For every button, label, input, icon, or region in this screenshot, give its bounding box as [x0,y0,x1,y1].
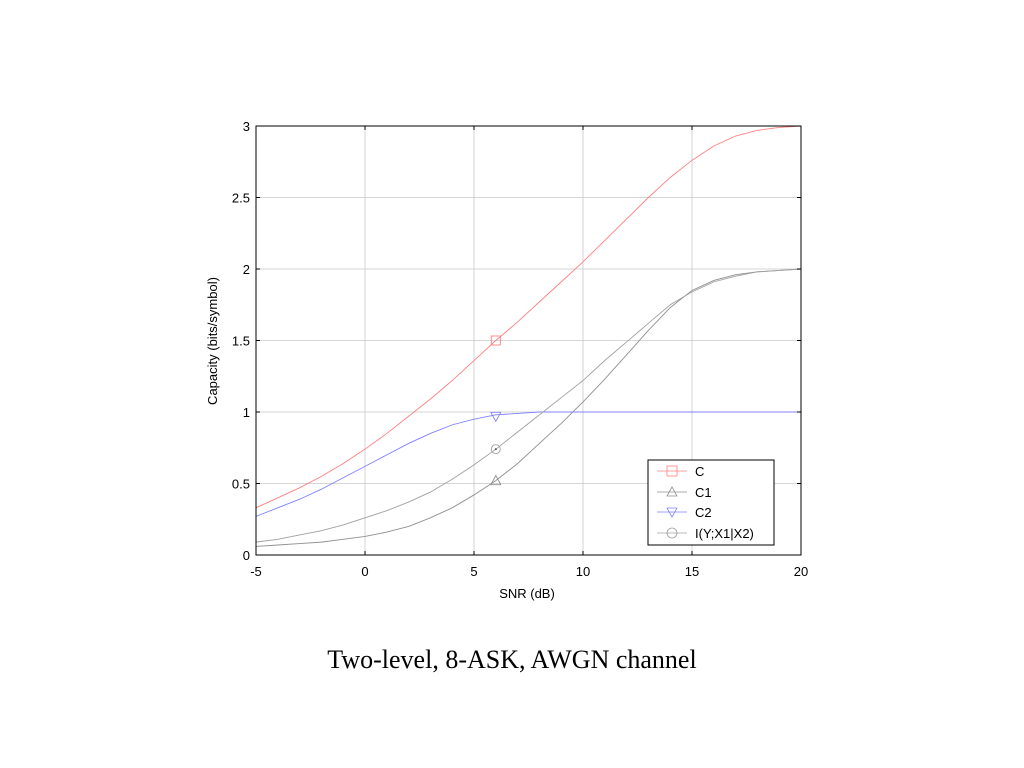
y-tick-label: 1.5 [232,334,250,349]
marker-c2 [490,411,502,423]
legend-marker-circle [666,527,678,539]
series-line-c [255,125,802,509]
marker-center-i-y-x1-x2 [494,448,497,451]
plot-frame [255,125,802,556]
x-tick-label: -5 [250,564,262,579]
legend-marker-triangle-up [666,486,678,497]
legend-entry-c1: C1 [657,485,712,500]
series-line-c2 [255,411,801,517]
series-lines [255,125,802,547]
legend-label-i-y-x1-x2: I(Y;X1|X2) [695,526,754,541]
legend-marker-triangle-down [666,507,678,518]
x-axis-label: SNR (dB) [499,586,555,601]
legend-marker-square [666,465,678,477]
y-tick-label: 3 [243,119,250,134]
legend-label-c2: C2 [695,505,712,520]
legend-entry-i-y-x1-x2: I(Y;X1|X2) [657,526,754,541]
y-tick-label: 0.5 [232,477,250,492]
slide-caption: Two-level, 8-ASK, AWGN channel [327,645,697,674]
x-tick-label: 0 [361,564,368,579]
legend: C C1 C2 I(Y;X1|X2) [647,459,775,546]
marker-c [490,335,501,346]
legend-entry-c2: C2 [657,505,712,520]
y-tick-label: 0 [243,548,250,563]
x-tick-label: 5 [470,564,477,579]
series-line-i-y-x1-x2 [255,268,802,543]
y-tick-label: 1 [243,405,250,420]
legend-label-c1: C1 [695,485,712,500]
y-axis-label: Capacity (bits/symbol) [205,277,220,405]
series-line-c1 [255,268,802,547]
y-tick-label: 2 [243,262,250,277]
legend-entry-c: C [657,464,704,479]
x-tick-label: 15 [685,564,699,579]
legend-box [647,459,775,546]
y-tick-label: 2.5 [232,191,250,206]
x-tick-label: 10 [576,564,590,579]
legend-label-c: C [695,464,704,479]
marker-i-y-x1-x2 [490,444,501,455]
marker-c1 [490,474,502,486]
x-tick-label: 20 [794,564,808,579]
